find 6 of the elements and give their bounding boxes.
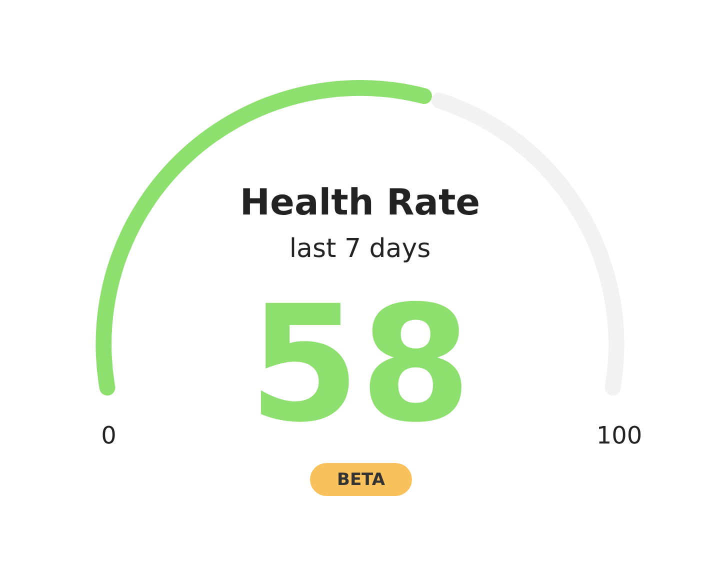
text: 0 [101,422,116,450]
text: 100 [596,422,642,450]
text: 58 [248,270,472,458]
beta-badge: BETA [310,463,412,496]
text: last 7 days [289,234,431,264]
text: Health Rate [240,182,480,224]
